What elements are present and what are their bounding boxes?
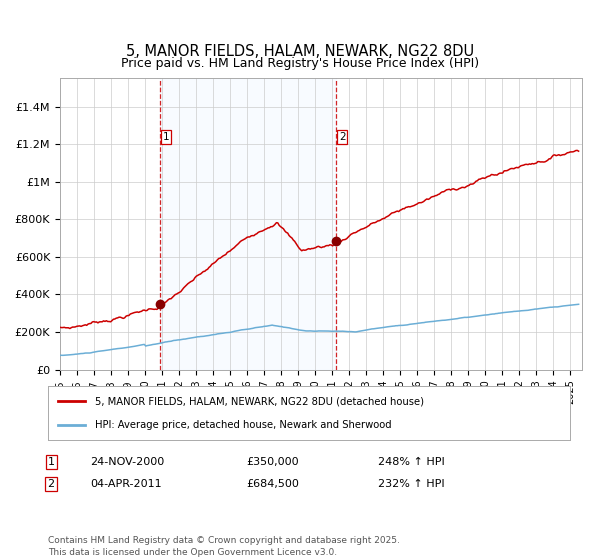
Text: 2: 2: [47, 479, 55, 489]
Text: £684,500: £684,500: [246, 479, 299, 489]
Text: 2: 2: [339, 132, 346, 142]
Text: Price paid vs. HM Land Registry's House Price Index (HPI): Price paid vs. HM Land Registry's House …: [121, 57, 479, 70]
Text: 5, MANOR FIELDS, HALAM, NEWARK, NG22 8DU: 5, MANOR FIELDS, HALAM, NEWARK, NG22 8DU: [126, 44, 474, 59]
Text: Contains HM Land Registry data © Crown copyright and database right 2025.
This d: Contains HM Land Registry data © Crown c…: [48, 536, 400, 557]
Text: £350,000: £350,000: [246, 457, 299, 467]
Bar: [160, 78, 337, 370]
Text: 1: 1: [47, 457, 55, 467]
Text: 1: 1: [163, 132, 169, 142]
Text: 5, MANOR FIELDS, HALAM, NEWARK, NG22 8DU (detached house): 5, MANOR FIELDS, HALAM, NEWARK, NG22 8DU…: [95, 396, 424, 407]
Text: 04-APR-2011: 04-APR-2011: [90, 479, 161, 489]
Text: 24-NOV-2000: 24-NOV-2000: [90, 457, 164, 467]
Text: HPI: Average price, detached house, Newark and Sherwood: HPI: Average price, detached house, Newa…: [95, 419, 392, 430]
Text: 248% ↑ HPI: 248% ↑ HPI: [378, 457, 445, 467]
Text: 232% ↑ HPI: 232% ↑ HPI: [378, 479, 445, 489]
